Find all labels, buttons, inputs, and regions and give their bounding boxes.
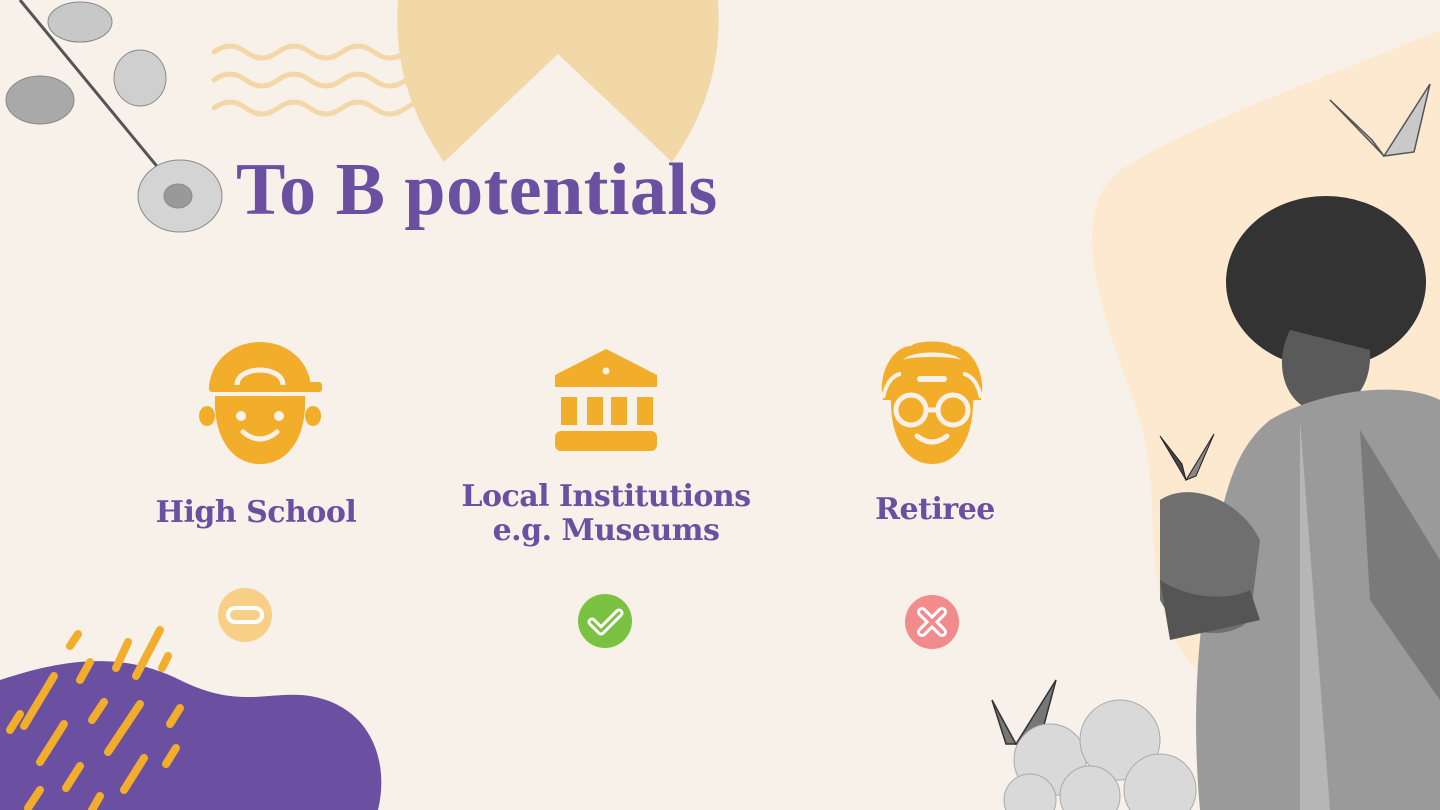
status-badge-negative [905,595,959,649]
status-badge-neutral [218,588,272,642]
butterfly-bottom [991,679,1057,746]
minus-icon [226,606,264,624]
butterfly-top [1329,83,1431,157]
segment-label-retiree: Retiree [875,492,995,527]
cross-icon [917,607,947,637]
check-icon [587,608,624,636]
flower-cluster [1003,699,1197,810]
purple-blob [0,661,382,810]
segment-label-line2: e.g. Museums [492,513,720,548]
segment-label-high-school: High School [155,495,357,530]
yellow-dashes [6,626,184,810]
student-cap-face-icon [199,342,322,464]
person-photo [1160,196,1440,810]
elderly-face-glasses-icon [881,341,983,464]
wavy-lines [211,43,441,117]
segment-label-local-institutions: Local Institutions e.g. Museums [450,480,762,548]
status-badge-positive [578,594,632,648]
butterfly-hand [1159,433,1215,482]
segment-label-line1: Local Institutions [461,479,751,514]
slide-title: To B potentials [236,149,718,231]
flower-branch [5,0,223,233]
sun-shape [397,0,719,162]
museum-building-icon [555,349,657,451]
